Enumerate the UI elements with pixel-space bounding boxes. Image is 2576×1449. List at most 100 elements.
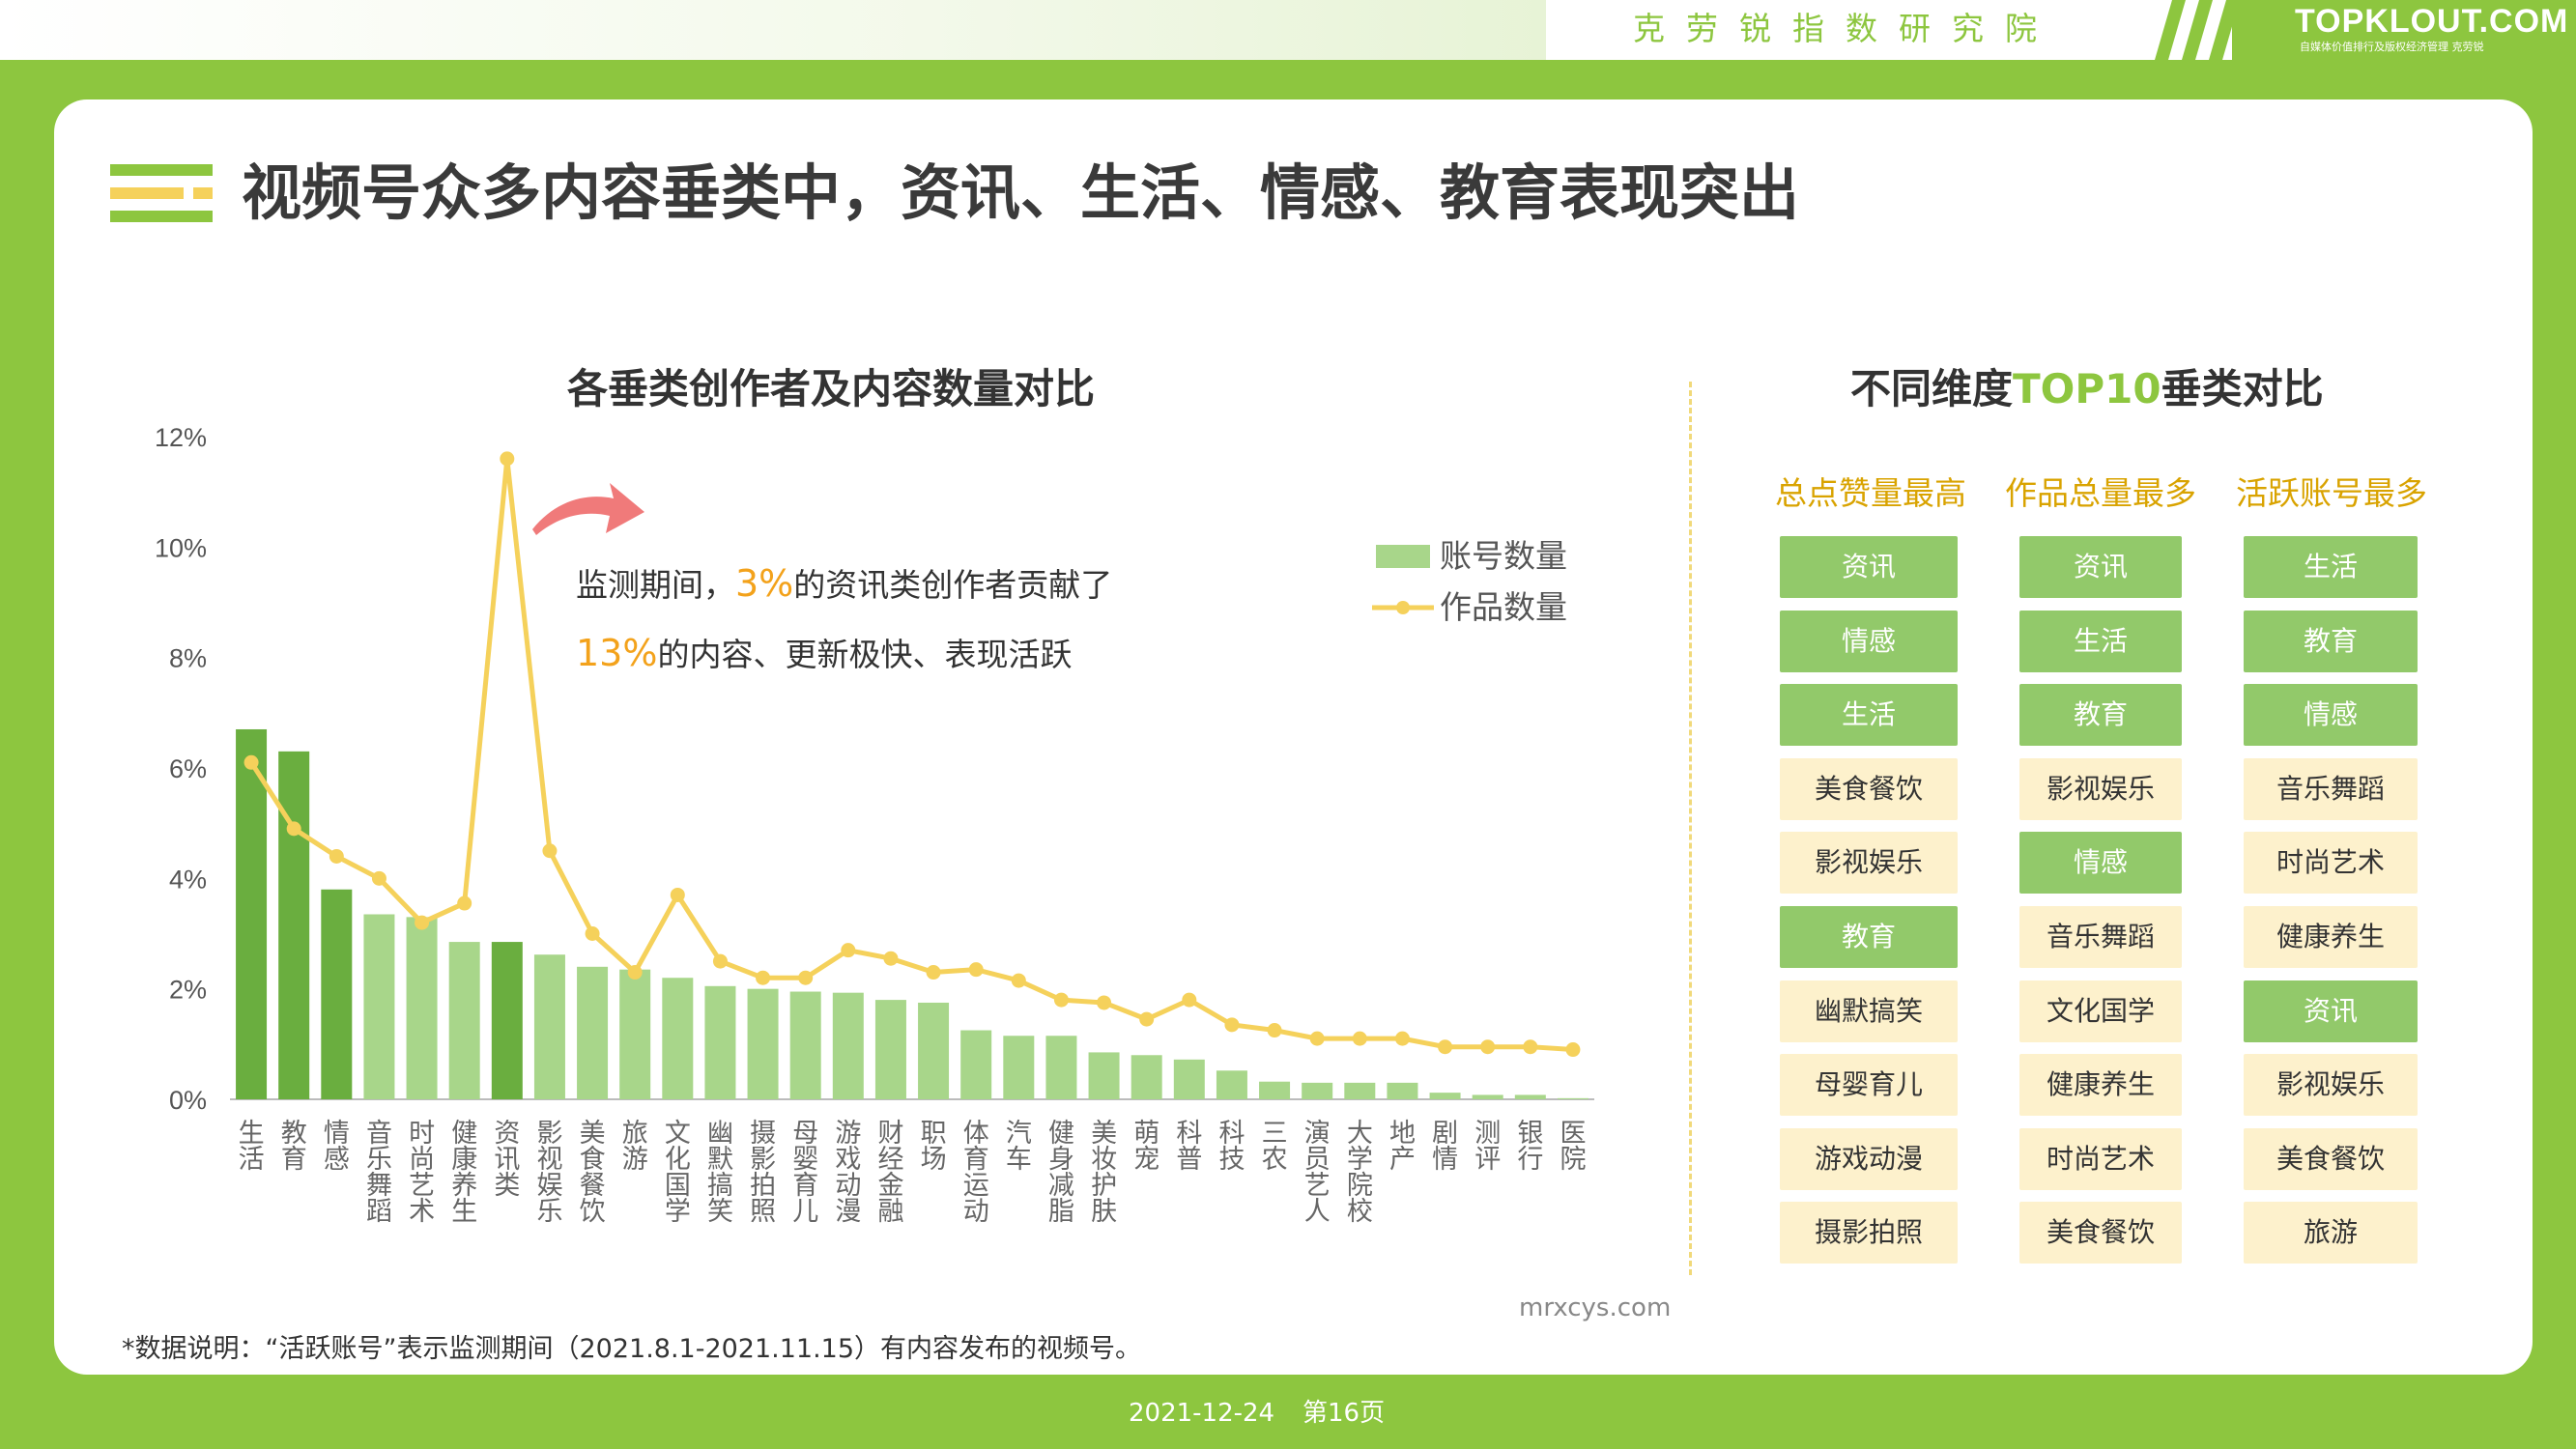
y-tick-label: 0% [169,1086,207,1115]
bar [1131,1055,1162,1099]
x-tick-label: 音乐舞蹈 [366,1119,392,1227]
works-point [627,965,643,980]
works-point [329,848,344,864]
x-tick-label: 生活 [239,1119,265,1175]
top10-cell: 美食餐饮 [1780,757,1958,820]
top10-column-header: 作品总量最多 [2005,474,2196,512]
y-tick-label: 12% [155,423,207,452]
x-tick-label: 职场 [921,1119,947,1175]
data-footnote: *数据说明：“活跃账号”表示监测期间（2021.8.1-2021.11.15）有… [122,1334,1142,1364]
bar [1302,1082,1333,1099]
top10-cell: 教育 [1780,906,1958,968]
x-tick-label: 美食餐饮 [580,1119,606,1227]
works-point [1097,995,1112,1010]
top10-cell: 资讯 [1780,536,1958,598]
annotation-percent: 3% [735,562,794,605]
top10-cell: 游戏动漫 [1780,1127,1958,1190]
works-point [415,915,430,930]
bar [278,751,310,1099]
section-divider [1689,382,1692,1275]
top10-cell: 情感 [2019,832,2182,895]
x-tick-label: 旅游 [622,1119,648,1175]
x-tick-label: 健康养生 [451,1119,477,1227]
top10-cell: 美食餐饮 [2244,1127,2418,1190]
x-tick-label: 体育运动 [963,1119,989,1227]
x-tick-label: 游戏动漫 [835,1119,861,1227]
works-point [1182,992,1197,1008]
x-tick-label: 教育 [281,1119,307,1175]
footer-page-number: 第16页 [1302,1399,1386,1428]
works-point [286,821,301,837]
bar [1514,1094,1546,1099]
x-tick-label: 银行 [1517,1119,1543,1175]
top10-title-accent: TOP10 [2013,365,2161,412]
works-point [1394,1031,1410,1046]
bar [704,985,736,1099]
works-point [542,843,558,859]
page-title: 视频号众多内容垂类中，资讯、生活、情感、教育表现突出 [242,157,1800,228]
chart-title: 各垂类创作者及内容数量对比 [567,365,1096,412]
works-point [500,451,515,467]
top10-cell: 旅游 [2244,1202,2418,1264]
top10-cell: 影视娱乐 [1780,832,1958,895]
y-tick-label: 6% [169,754,207,783]
bar [1259,1081,1291,1099]
top10-cell: 教育 [2019,684,2182,747]
top10-cell: 母婴育儿 [1780,1054,1958,1117]
top10-cell: 影视娱乐 [2244,1054,2418,1117]
bar [1472,1094,1503,1099]
top10-column-header: 活跃账号最多 [2236,474,2427,512]
bar [1088,1052,1120,1099]
top10-cell: 健康养生 [2244,906,2418,968]
top10-cell: 文化国学 [2019,980,2182,1042]
x-tick-label: 大学院校 [1347,1119,1373,1227]
works-point [1565,1042,1581,1058]
bar [918,1002,950,1099]
bar [533,954,565,1099]
top10-cell: 生活 [1780,684,1958,747]
works-point [585,926,600,941]
institute-name: 克劳锐指数研究院 [1633,10,2058,47]
works-point [968,962,984,978]
works-point [1480,1039,1496,1055]
top10-title-prefix: 不同维度 [1850,365,2014,412]
top10-title: 不同维度TOP10垂类对比 [1850,362,2324,416]
annotation-text: 的资讯类创作者贡献了 [793,566,1113,604]
annotation-line-2: 13%的内容、更新极快、表现活跃 [576,628,1072,678]
x-tick-label: 资讯类 [494,1119,520,1201]
works-point [1053,992,1069,1008]
x-tick-label: 影视娱乐 [536,1119,562,1227]
top-bar [0,0,2576,60]
top10-cell: 资讯 [2019,536,2182,598]
x-tick-label: 文化国学 [665,1119,691,1227]
bar [491,942,523,1099]
bar [1003,1036,1035,1099]
x-tick-label: 摄影拍照 [750,1119,776,1227]
x-tick-label: 美妆护肤 [1091,1119,1117,1227]
x-tick-label: 健身减脂 [1048,1119,1074,1227]
legend-bar-swatch [1376,545,1430,568]
top10-cell: 教育 [2244,610,2418,672]
works-point [457,895,472,911]
top10-cell: 资讯 [2244,980,2418,1042]
legend-line-swatch [1372,601,1434,614]
x-tick-label: 地产 [1389,1119,1416,1175]
works-point [1438,1039,1453,1055]
bar [1387,1082,1418,1099]
brand-subtitle: 自媒体价值排行及版权经济管理 克劳锐 [2300,41,2484,53]
top10-cell: 音乐舞蹈 [2244,757,2418,820]
annotation-percent: 13% [576,632,658,674]
x-tick-label: 幽默搞笑 [707,1119,733,1227]
x-tick-label: 科技 [1218,1119,1245,1175]
x-tick-label: 时尚艺术 [409,1119,435,1227]
top10-cell: 影视娱乐 [2019,757,2182,820]
y-tick-label: 10% [155,533,207,562]
works-point [1352,1031,1367,1046]
bar [789,991,821,1099]
x-tick-label: 剧情 [1432,1119,1458,1175]
bar [1216,1070,1247,1099]
bar [363,914,395,1099]
works-point [883,951,899,966]
annotation-line-1: 监测期间，3%的资讯类创作者贡献了 [576,558,1112,609]
top10-cell: 生活 [2244,536,2418,598]
